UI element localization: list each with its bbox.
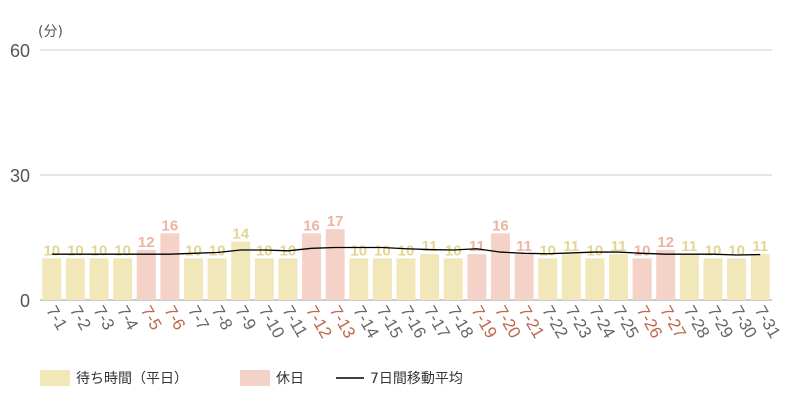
bar [89, 258, 109, 300]
data-label: 16 [303, 217, 320, 234]
bar [585, 258, 605, 300]
data-label: 10 [209, 242, 226, 259]
data-label: 10 [634, 242, 651, 259]
data-label: 11 [422, 238, 438, 255]
bar [538, 258, 558, 300]
bar [231, 241, 251, 300]
bar [160, 233, 180, 300]
data-label: 11 [752, 238, 768, 255]
data-label: 10 [705, 242, 722, 259]
y-tick-label: 0 [20, 291, 30, 311]
data-label: 16 [492, 217, 509, 234]
bar [467, 254, 487, 300]
bar [302, 233, 322, 300]
bar [443, 258, 463, 300]
data-label: 11 [563, 238, 579, 255]
bar [609, 254, 629, 300]
bar [727, 258, 747, 300]
data-label: 10 [91, 242, 108, 259]
bar [207, 258, 227, 300]
x-tick-label: 7-4 [113, 303, 142, 334]
bar [254, 258, 274, 300]
bar [420, 254, 440, 300]
y-tick-label: 60 [10, 41, 30, 61]
x-tick-label: 7-6 [160, 303, 189, 334]
bar [183, 258, 203, 300]
y-tick-label: 30 [10, 166, 30, 186]
bar [679, 254, 699, 300]
data-label: 10 [587, 242, 604, 259]
bar [65, 258, 85, 300]
value-labels: 10 10 10 10 12 16 10 10 14 10 10 16 17 10 10 10 11 10 11 16… [43, 213, 768, 259]
bar [703, 258, 723, 300]
data-label: 10 [539, 242, 556, 259]
data-label: 10 [374, 242, 391, 259]
data-label: 12 [657, 234, 674, 251]
data-label: 10 [43, 242, 60, 259]
bar [278, 258, 298, 300]
legend-label-weekday: 待ち時間（平日） [76, 371, 188, 387]
data-label: 10 [398, 242, 415, 259]
y-axis-ticks: 0 30 60 [10, 41, 30, 311]
data-label: 12 [138, 234, 155, 251]
bar [113, 258, 133, 300]
data-label: 10 [728, 242, 745, 259]
data-label: 11 [469, 238, 485, 255]
bar [325, 229, 345, 300]
data-label: 10 [185, 242, 202, 259]
legend-swatch-weekday [40, 370, 70, 386]
bar [396, 258, 416, 300]
legend-swatch-holiday [240, 370, 270, 386]
x-tick-label: 7-2 [66, 303, 95, 334]
data-label: 16 [162, 217, 179, 234]
legend-label-holiday: 休日 [276, 371, 304, 387]
x-tick-label: 7-1 [42, 303, 71, 334]
data-label: 11 [681, 238, 697, 255]
bar [136, 250, 156, 300]
legend-label-moving-average: 7日間移動平均 [370, 371, 463, 387]
x-tick-label: 7-9 [231, 303, 260, 334]
bar [42, 258, 62, 300]
bar [490, 233, 510, 300]
moving-average-line [51, 246, 761, 256]
x-tick-label: 7-5 [137, 303, 166, 334]
data-label: 11 [611, 238, 627, 255]
data-label: 17 [327, 213, 344, 230]
legend: 待ち時間（平日） 休日 7日間移動平均 [40, 370, 463, 387]
data-label: 10 [256, 242, 273, 259]
x-axis-labels: 7-17-27-37-47-57-67-77-87-97-107-117-127… [42, 303, 784, 342]
bars [42, 229, 770, 300]
bar [656, 250, 676, 300]
data-label: 10 [445, 242, 462, 259]
bar [750, 254, 770, 300]
bar [372, 258, 392, 300]
data-label: 14 [232, 226, 249, 243]
x-tick-label: 7-8 [208, 303, 237, 334]
moving-average-series [51, 246, 761, 256]
bar [632, 258, 652, 300]
bar [561, 254, 581, 300]
bar [514, 254, 534, 300]
data-label: 10 [67, 242, 84, 259]
bar [349, 258, 369, 300]
data-label: 10 [114, 242, 131, 259]
data-label: 10 [350, 242, 367, 259]
y-unit-label: (分) [38, 24, 63, 40]
data-label: 11 [516, 238, 532, 255]
x-tick-label: 7-3 [90, 303, 119, 334]
x-tick-label: 7-7 [184, 303, 213, 334]
